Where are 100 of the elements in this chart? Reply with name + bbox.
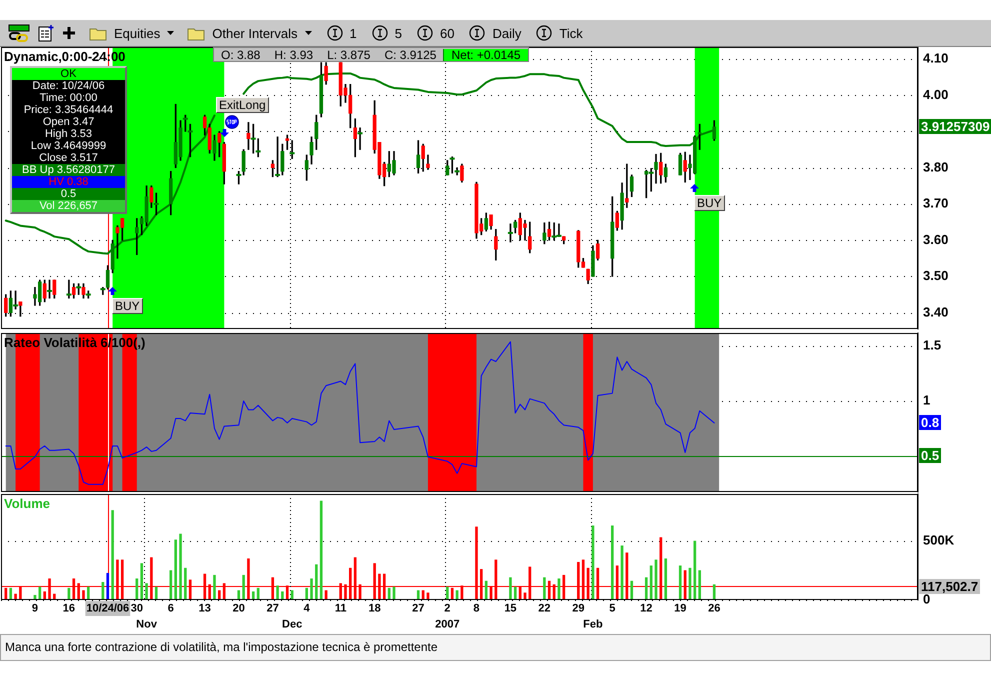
bar: [174, 540, 177, 600]
annotation: Close 3.517: [12, 152, 125, 164]
bar: [456, 590, 458, 600]
annotation: Net: +0.0145: [443, 48, 528, 62]
bar: [524, 592, 526, 600]
y-tick-label: 3.40: [923, 304, 948, 320]
annotation: C: 3.9125: [383, 48, 438, 62]
annotation: High 3.53: [12, 128, 125, 140]
bar: [140, 563, 144, 600]
chart-title: Volume: [4, 496, 50, 511]
bar: [392, 586, 396, 600]
y-tick-label: 0: [923, 592, 930, 607]
y-tick-label: 500K: [923, 532, 955, 548]
bar: [320, 500, 323, 600]
text: 1: [350, 26, 357, 40]
x-tick-label: 30: [130, 602, 143, 615]
bar: [136, 578, 138, 600]
ref-line-label: 0.5: [919, 448, 942, 463]
annotation: Price: 3.35464444: [12, 104, 125, 116]
x2-tick-label: Nov: [136, 618, 158, 631]
bar: [106, 572, 110, 600]
x-tick-label: 5: [609, 602, 616, 615]
y-tick-label: 3.80: [923, 159, 948, 174]
x2-tick-label: Feb: [583, 618, 603, 631]
annotation: Vol 226,657: [12, 200, 125, 212]
bar: [698, 570, 701, 600]
bar: [558, 578, 560, 600]
x-tick-label: 20: [232, 602, 245, 615]
bar: [276, 586, 279, 600]
y-tick-label: 4.00: [923, 86, 948, 102]
bar: [111, 510, 114, 600]
text: Daily: [492, 26, 522, 40]
bar: [310, 578, 313, 600]
bar: [620, 545, 624, 600]
x-tick-label: 27: [412, 602, 424, 615]
bar: [664, 558, 668, 600]
annotation: Low 3.4649999: [12, 140, 125, 152]
annotation: ExitLong: [216, 97, 269, 113]
candlestick: [47, 280, 52, 299]
annotation: Open 3.47: [12, 116, 125, 128]
x-tick-label: 26: [708, 602, 720, 615]
x-tick-label: 29: [572, 602, 584, 615]
text: 5: [394, 26, 402, 40]
y-tick-label: 1.5: [923, 338, 942, 353]
x-tick-label: 8: [473, 602, 480, 615]
bar: [14, 594, 17, 600]
annotation: Date: 10/24/06: [12, 80, 125, 92]
x-tick-label: 18: [368, 602, 381, 615]
x2-tick-label: Dec: [282, 618, 302, 631]
text: Manca una forte contrazione di volatilità, ma l'impostazione tecnica è promettente: [4, 639, 438, 656]
bar: [68, 588, 70, 600]
annotation: H: 3.93: [273, 48, 314, 62]
bar: [693, 540, 696, 600]
text: 0.8: [919, 415, 942, 430]
y-tick-label: 1: [923, 392, 930, 408]
bar: [426, 592, 430, 600]
y-tick-label: 4.10: [923, 50, 948, 66]
bar: [324, 590, 328, 600]
x-tick-label: 9: [32, 602, 38, 615]
x-tick-label: 15: [504, 602, 517, 615]
bar: [184, 568, 187, 600]
bar: [654, 560, 658, 600]
annotation: BB Up 3.56280177: [12, 164, 125, 176]
bar: [242, 574, 245, 600]
bar: [145, 583, 148, 600]
bar: [179, 534, 182, 600]
annotation: BUY: [112, 298, 143, 314]
text: 3.91257309: [921, 119, 990, 134]
bar: [611, 525, 614, 600]
bar: [509, 577, 512, 600]
annotation: OK: [12, 68, 125, 80]
text: Other Intervals: [212, 26, 298, 40]
bar: [315, 564, 318, 600]
candlestick: [66, 280, 72, 299]
x-tick-label: 11: [334, 602, 346, 615]
bar: [650, 566, 652, 600]
annotation: Time: 00:00: [12, 92, 125, 104]
bar: [678, 566, 682, 600]
text: Tick: [559, 26, 583, 40]
x-tick-label: 22: [538, 602, 551, 615]
annotation: 0.5: [12, 188, 125, 200]
y-tick-label: 3.50: [923, 268, 948, 284]
y-tick-label: 3.70: [923, 196, 948, 211]
bar: [213, 574, 216, 600]
x-tick-label: 6: [168, 602, 174, 615]
ref-line-label: 117,502.7: [919, 579, 980, 594]
bar: [169, 570, 172, 600]
x2-tick-label: 2007: [435, 618, 460, 631]
x-tick-label: 19: [674, 602, 686, 615]
x-tick-label: 12: [640, 602, 652, 615]
text: 60: [440, 26, 454, 40]
x-tick-label: 27: [266, 602, 279, 615]
x-tick-label: 13: [198, 602, 211, 615]
annotation: L: 3.875: [326, 48, 372, 62]
bar: [688, 568, 692, 600]
annotation: HV 0.38: [12, 176, 125, 188]
bar: [592, 525, 594, 600]
x-tick-label: 16: [62, 602, 76, 615]
x-tick-label: 2: [444, 602, 450, 615]
annotation: O: 3.88: [220, 48, 262, 62]
